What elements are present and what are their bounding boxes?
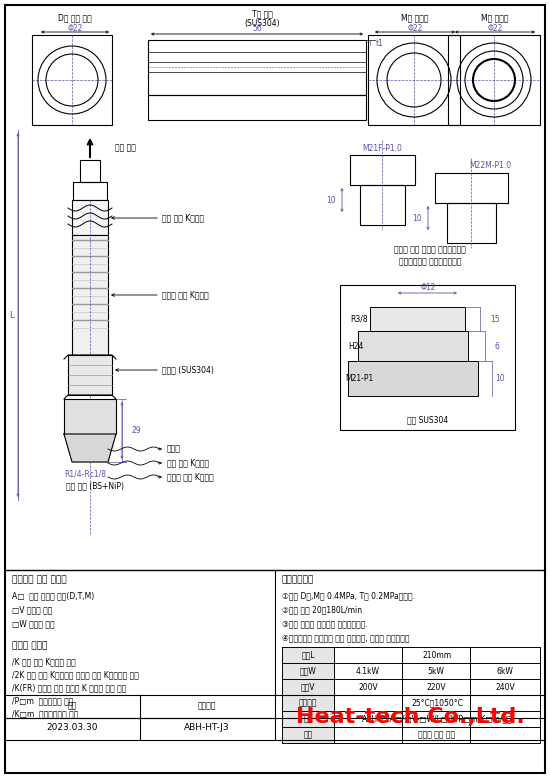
Bar — [72, 200, 108, 235]
Bar — [72, 235, 108, 355]
Text: M21-P1: M21-P1 — [345, 373, 373, 383]
Text: □V 전압의 지정: □V 전압의 지정 — [12, 605, 52, 615]
Text: ②추천 유량 20～180L/min: ②추천 유량 20～180L/min — [282, 605, 362, 615]
Text: 절단의 나사 포함이 음쌍쇼장식은: 절단의 나사 포함이 음쌍쇼장식은 — [394, 246, 466, 254]
Bar — [447, 203, 496, 243]
Text: 240V: 240V — [495, 682, 515, 692]
Text: M형 내나사: M형 내나사 — [481, 13, 509, 23]
Text: 【옵션 대응】: 【옵션 대응】 — [12, 642, 47, 650]
Text: 200V: 200V — [358, 682, 378, 692]
Text: 210mm: 210mm — [422, 650, 452, 660]
Bar — [282, 695, 334, 711]
Text: D형 직접 분사: D형 직접 분사 — [58, 13, 92, 23]
Bar — [350, 155, 415, 185]
Bar — [282, 647, 334, 663]
Text: 2023.03.30: 2023.03.30 — [46, 723, 98, 731]
Text: ①내압 D형,M형 0.4MPa, T형 0.2MPa입니다.: ①내압 D형,M형 0.4MPa, T형 0.2MPa입니다. — [282, 591, 415, 601]
Bar — [448, 35, 540, 125]
Text: R1/4-Rc1/8: R1/4-Rc1/8 — [64, 469, 106, 478]
Bar — [348, 361, 478, 396]
Bar — [68, 355, 112, 395]
Text: 열풍 온도 K열전대: 열풍 온도 K열전대 — [162, 213, 204, 223]
Bar — [282, 679, 334, 695]
Text: 전압V: 전압V — [301, 682, 315, 692]
Text: 도면번호: 도면번호 — [198, 702, 216, 710]
Text: 10: 10 — [326, 195, 336, 205]
Text: 【주문시 사양 지정】: 【주문시 사양 지정】 — [12, 576, 67, 584]
Text: R3/8: R3/8 — [350, 314, 367, 324]
Text: 6kW: 6kW — [497, 667, 514, 675]
Text: 10: 10 — [412, 213, 422, 223]
Bar — [32, 35, 112, 125]
Text: 5kW: 5kW — [427, 667, 444, 675]
Bar — [148, 95, 366, 120]
Bar — [360, 185, 405, 225]
Text: 품명: 품명 — [304, 731, 312, 740]
Text: 관장L: 관장L — [301, 650, 315, 660]
Bar — [435, 173, 508, 203]
Text: ABH-22A□/□V-□W/L□/K/P□m/K□m/옵션: ABH-22A□/□V-□W/L□/K/P□m/K□m/옵션 — [362, 714, 513, 724]
Text: M22M-P1.0: M22M-P1.0 — [469, 160, 511, 170]
Bar — [282, 663, 334, 679]
Text: /2K 열풍 온도 K열전대와 발열체 온도 K열전대의 추가: /2K 열풍 온도 K열전대와 발열체 온도 K열전대의 추가 — [12, 671, 139, 679]
Bar — [340, 285, 515, 430]
Text: ④저온기체를 공급하지 않고 가열하면, 히터는 소손합니다: ④저온기체를 공급하지 않고 가열하면, 히터는 소손합니다 — [282, 633, 410, 643]
Text: 열풍 출구: 열풍 출구 — [115, 143, 136, 152]
Text: 일자: 일자 — [67, 702, 76, 710]
Text: 전원선: 전원선 — [167, 444, 181, 454]
Text: Φ22: Φ22 — [67, 23, 82, 33]
Text: 【주의사항】: 【주의사항】 — [282, 576, 314, 584]
Text: t1: t1 — [376, 38, 384, 47]
Text: 기체 입구 (BS+NiP): 기체 입구 (BS+NiP) — [66, 482, 124, 490]
Bar — [64, 399, 116, 434]
Text: 특별주문에서 제작하겠습니다: 특별주문에서 제작하겠습니다 — [399, 258, 461, 267]
Text: H24: H24 — [348, 342, 364, 351]
Bar — [282, 711, 334, 727]
Text: 56: 56 — [252, 23, 262, 33]
Text: 4.1kW: 4.1kW — [356, 667, 380, 675]
Text: /P□m  전원선장이 지정: /P□m 전원선장이 지정 — [12, 696, 73, 706]
Bar — [368, 35, 460, 125]
Text: ABH-HT-J3: ABH-HT-J3 — [184, 723, 230, 731]
Text: Φ22: Φ22 — [487, 23, 503, 33]
Text: 6: 6 — [494, 342, 499, 351]
Text: 25°C～1050°C: 25°C～1050°C — [411, 699, 463, 707]
Text: T형 슬릿: T형 슬릿 — [251, 9, 272, 19]
Text: 29: 29 — [132, 426, 142, 435]
Text: M21F-P1.0: M21F-P1.0 — [362, 143, 402, 152]
Polygon shape — [64, 434, 116, 462]
Text: 발열체 온도 K열전대: 발열체 온도 K열전대 — [167, 472, 214, 482]
Text: 10: 10 — [495, 373, 505, 383]
Bar — [73, 182, 107, 200]
Text: 전력W: 전력W — [300, 667, 316, 675]
Text: ③공급 기체는 드레인을 제거하십시오.: ③공급 기체는 드레인을 제거하십시오. — [282, 619, 368, 629]
Text: A□  선단 형상의 지정(D,T,M): A□ 선단 형상의 지정(D,T,M) — [12, 591, 94, 601]
Text: Heat-tech Co.,Ltd.: Heat-tech Co.,Ltd. — [296, 707, 524, 727]
Text: M형 외나사: M형 외나사 — [402, 13, 429, 23]
Bar — [80, 160, 100, 182]
Text: 열풍 온도 K열전대: 열풍 온도 K열전대 — [167, 458, 209, 468]
Text: 형식: 형식 — [304, 714, 312, 724]
Text: /K 열풍 온도 K열전대 추가: /K 열풍 온도 K열전대 추가 — [12, 657, 76, 667]
Bar — [148, 40, 366, 95]
Text: 재질 SUS304: 재질 SUS304 — [408, 415, 449, 425]
Text: Φ12: Φ12 — [420, 282, 436, 292]
Text: 열풍온도: 열풍온도 — [299, 699, 317, 707]
Text: (SUS304): (SUS304) — [244, 19, 280, 27]
Text: 15: 15 — [490, 314, 500, 324]
Text: 발열체 온도 K열전대: 발열체 온도 K열전대 — [162, 290, 209, 300]
Text: 220V: 220V — [426, 682, 446, 692]
Text: /K(FR) 유연한 로보 케이블 K 열전대 사양 추가: /K(FR) 유연한 로보 케이블 K 열전대 사양 추가 — [12, 684, 126, 692]
Text: Φ22: Φ22 — [408, 23, 423, 33]
Bar — [282, 727, 334, 743]
Text: /K□m  열전대선장이 지정: /K□m 열전대선장이 지정 — [12, 710, 78, 719]
Bar — [358, 331, 468, 361]
Text: L: L — [9, 310, 14, 320]
Text: 고온용 열풍 히터: 고온용 열풍 히터 — [419, 731, 455, 740]
Bar — [370, 307, 465, 331]
Text: □W 전력의 지정: □W 전력의 지정 — [12, 619, 54, 629]
Text: 금속관 (SUS304): 금속관 (SUS304) — [162, 366, 214, 374]
